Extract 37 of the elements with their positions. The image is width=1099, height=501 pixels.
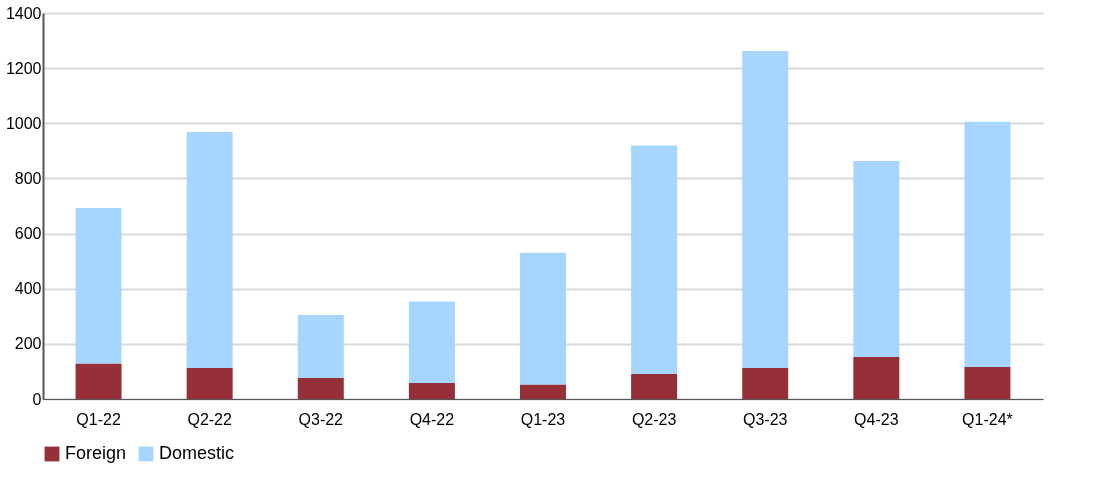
x-tick-label: Q2-22 — [187, 410, 232, 428]
y-tick-label: 1400 — [5, 4, 42, 22]
bar — [742, 51, 789, 369]
bar — [75, 363, 122, 399]
bar — [408, 301, 455, 384]
y-tick-label: 800 — [14, 169, 42, 187]
x-tick-label: Q1-23 — [520, 410, 566, 428]
bar — [297, 314, 344, 379]
x-tick-label: Q4-23 — [854, 410, 899, 428]
y-tick-label: 1000 — [5, 114, 42, 132]
x-tick-label: Q2-23 — [631, 410, 677, 428]
bar — [853, 357, 900, 399]
y-tick-label: 200 — [14, 335, 42, 353]
x-tick-label: Q1-22 — [76, 410, 121, 428]
bar — [186, 132, 233, 369]
bar — [408, 383, 455, 399]
bar — [742, 368, 789, 399]
legend-label: Domestic — [159, 443, 235, 463]
bar — [964, 121, 1011, 368]
legend-label: Foreign — [65, 443, 127, 463]
bar — [297, 378, 344, 399]
x-tick-label: Q4-22 — [409, 410, 455, 428]
y-tick-label: 600 — [14, 225, 42, 243]
x-tick-label: Q3-23 — [742, 410, 788, 428]
bar — [631, 145, 678, 374]
bar — [520, 252, 566, 385]
bar — [631, 373, 678, 399]
x-tick-label: Q3-22 — [298, 410, 344, 428]
bar — [964, 367, 1011, 399]
bar — [75, 207, 122, 364]
bar — [853, 161, 900, 358]
x-tick-label: Q1-24* — [962, 410, 1013, 428]
y-tick-label: 1200 — [5, 59, 42, 77]
y-tick-label: 400 — [14, 280, 42, 298]
bar — [186, 368, 233, 399]
y-tick-label: 0 — [32, 390, 42, 408]
bar — [520, 384, 566, 399]
